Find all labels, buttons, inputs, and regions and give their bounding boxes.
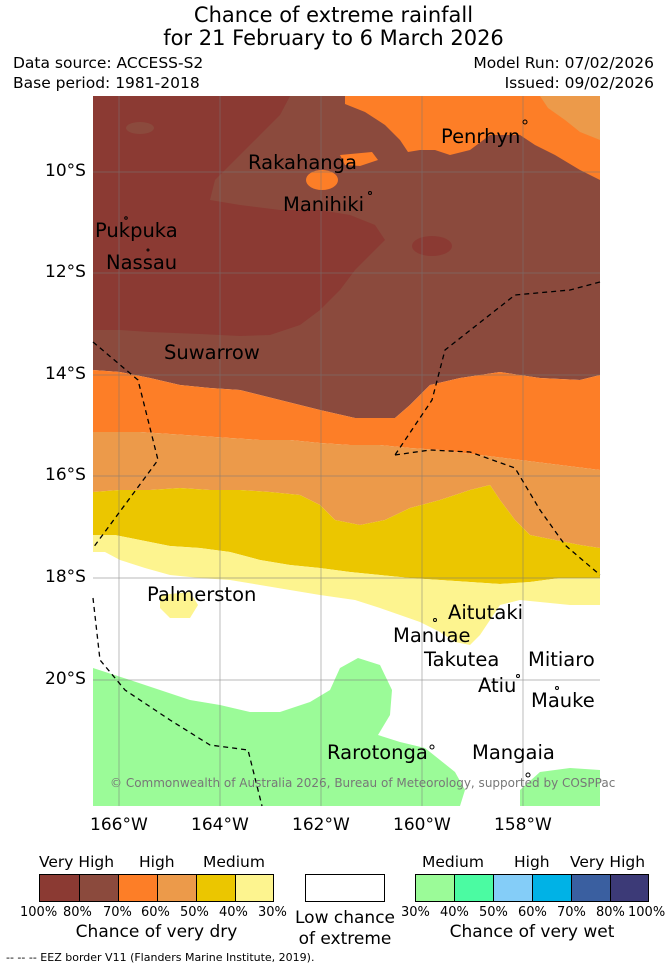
lat-tick: 12°S [45, 262, 86, 282]
eez-border [92, 281, 601, 807]
field-dry-100-80-patch [412, 236, 452, 256]
legend-swatch [119, 875, 158, 901]
islands [124, 119, 559, 778]
legend-dry-caption: Chance of very dry [75, 922, 238, 942]
legend-swatch [197, 875, 236, 901]
legend-wet-caption: Chance of very wet [449, 922, 615, 942]
map-title-line-1: Chance of extreme rainfall [193, 3, 474, 27]
field-dry-60-50-north [540, 96, 600, 140]
field-dry-100-80-patch [126, 122, 154, 134]
place-label-manihiki: Manihiki [283, 193, 365, 216]
field-dry-70-60-patch [340, 152, 378, 166]
map-title-line-2: for 21 February to 6 March 2026 [163, 26, 504, 50]
place-label-rakahanga: Rakahanga [248, 151, 357, 174]
lon-tick: 166°W [90, 815, 148, 835]
model-run-label: Model Run: 07/02/2026 [473, 54, 654, 72]
place-label-mangaia: Mangaia [472, 741, 555, 764]
legend-dry-pct: 80% [63, 905, 92, 920]
legend-wet-pct: 30% [401, 905, 430, 920]
lon-tick: 162°W [292, 815, 350, 835]
legend-swatch [611, 875, 648, 901]
copyright-notice: © Commonwealth of Australia 2026, Bureau… [110, 776, 616, 790]
legend-wet-pct: 50% [479, 905, 508, 920]
lat-tick: 14°S [45, 364, 86, 384]
legend-dry-head-very-high: Very High [39, 853, 115, 871]
legend-swatch [40, 875, 80, 901]
legend-dry-pct: 30% [258, 905, 287, 920]
place-label-palmerston: Palmerston [147, 583, 257, 606]
legend-wet-head-high: High [514, 853, 550, 871]
base-period-label: Base period: 1981-2018 [13, 74, 200, 92]
legend-swatch [494, 875, 533, 901]
lat-tick: 18°S [45, 567, 86, 587]
legend-swatch [455, 875, 494, 901]
lat-tick: 16°S [45, 465, 86, 485]
legend-swatch [416, 875, 455, 901]
legend-dry-head-medium: Medium [203, 853, 265, 871]
legend-dry-pct: 50% [180, 905, 209, 920]
place-label-takutea: Takutea [424, 648, 500, 671]
legend-wet-pct: 70% [557, 905, 586, 920]
place-label-manuae: Manuae [393, 624, 471, 647]
legend-wet-head-very-high: Very High [570, 853, 646, 871]
graticule [93, 96, 600, 806]
place-label-aitutaki: Aitutaki [448, 601, 524, 624]
legend-wet-pct: 80% [596, 905, 625, 920]
legend-swatch [572, 875, 611, 901]
legend-swatch [158, 875, 197, 901]
legend-dry-pct: 100% [20, 905, 58, 920]
place-label-atiu: Atiu [478, 674, 517, 697]
legend-dry-pct: 70% [103, 905, 132, 920]
field-dry-40-30-patch [160, 592, 198, 618]
lon-tick: 158°W [494, 815, 552, 835]
lat-tick: 10°S [45, 161, 86, 181]
lat-tick: 20°S [45, 669, 86, 689]
field-dry-70-60-patch [306, 170, 338, 190]
place-label-pukapuka: Pukpuka [95, 219, 178, 242]
lon-tick: 160°W [393, 815, 451, 835]
legend-low-caption-1: Low chance [295, 908, 395, 928]
legend-swatch [533, 875, 572, 901]
place-label-suwarrow: Suwarrow [164, 341, 260, 364]
issued-label: Issued: 09/02/2026 [504, 74, 654, 92]
data-source-label: Data source: ACCESS-S2 [13, 54, 204, 72]
legend-dry-colorbar [39, 874, 274, 902]
eez-border-note: -- -- -- EEZ border V11 (Flanders Marine… [6, 951, 315, 964]
legend-low-caption-2: of extreme [298, 929, 392, 949]
place-label-rarotonga: Rarotonga [327, 741, 428, 764]
field-wet-30-40-south [93, 658, 465, 806]
place-label-nassau: Nassau [106, 251, 178, 274]
legend-dry-pct: 60% [141, 905, 170, 920]
legend-wet-pct: 40% [440, 905, 469, 920]
place-label-mauke: Mauke [531, 689, 595, 712]
field-dry-100-80 [93, 96, 385, 336]
legend-wet-pct: 100% [628, 905, 666, 920]
legend-low-swatch [305, 874, 385, 902]
legend-wet-colorbar [415, 874, 649, 902]
legend-swatch [236, 875, 273, 901]
field-dry-70-60-north [345, 96, 600, 180]
legend-swatch [80, 875, 119, 901]
legend-dry-head-high: High [139, 853, 175, 871]
legend-dry-pct: 40% [219, 905, 248, 920]
lon-tick: 164°W [191, 815, 249, 835]
legend-wet-pct: 60% [518, 905, 547, 920]
legend-wet-head-medium: Medium [422, 853, 484, 871]
place-label-mitiaro: Mitiaro [528, 648, 595, 671]
place-label-penrhyn: Penrhyn [441, 125, 521, 148]
field-wet-30-40-patch [520, 768, 600, 806]
